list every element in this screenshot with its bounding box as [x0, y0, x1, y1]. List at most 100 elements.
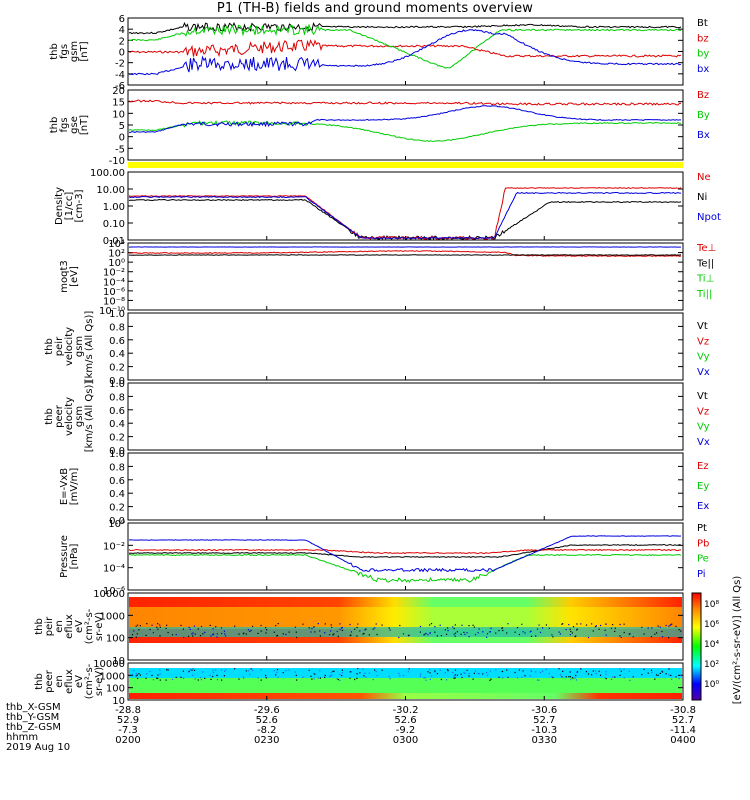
ion-speckle — [356, 635, 358, 637]
ele-speckle — [349, 677, 351, 679]
ion-speckle — [486, 636, 488, 638]
ele-speckle — [192, 668, 194, 670]
curve-bz — [128, 39, 682, 58]
ele-speckle — [133, 670, 135, 672]
y-tick-label: -10 — [109, 156, 125, 167]
panel-density: 100.00 10.00 1.00 0.10 0.01 Density [1/cc] [cm-… — [54, 168, 721, 247]
ele-speckle — [131, 673, 134, 676]
ele-speckle — [542, 670, 544, 672]
ele-speckle — [357, 668, 359, 670]
ele-speckle — [643, 668, 645, 670]
ele-speckle — [447, 669, 449, 671]
ion-speckle — [678, 629, 680, 631]
ion-speckle — [453, 633, 455, 635]
ion-speckle — [514, 631, 516, 633]
ele-speckle — [192, 674, 194, 676]
ion-speckle — [453, 628, 455, 630]
y-axis-label: gsm — [74, 406, 85, 427]
legend-Bt: Bt — [697, 18, 708, 29]
ele-speckle — [628, 670, 630, 672]
ion-speckle — [668, 625, 670, 627]
ion-speckle — [197, 628, 199, 630]
legend-By: By — [697, 110, 710, 121]
ele-speckle — [498, 676, 500, 678]
y-axis-label: peer — [54, 404, 65, 428]
curve-bx — [128, 29, 682, 76]
y-tick-label: 1.0 — [109, 449, 125, 460]
legend-Pt: Pt — [697, 523, 707, 534]
y-axis-label: [nPa] — [69, 543, 80, 569]
ele-speckle — [454, 674, 456, 676]
curve-by — [128, 23, 682, 69]
ele-speckle — [197, 679, 199, 681]
ion-speckle — [381, 624, 383, 626]
ion-speckle — [501, 627, 504, 629]
ion-speckle — [220, 627, 223, 629]
y-tick-label: 0.0 — [109, 516, 125, 527]
ele-speckle — [337, 678, 339, 681]
ion-speckle — [619, 635, 621, 637]
footer-value: 0200 — [115, 735, 140, 746]
ion-speckle — [518, 633, 520, 636]
ion-speckle — [275, 625, 277, 627]
ion-speckle — [454, 632, 457, 634]
y-tick-label: 0.6 — [109, 336, 125, 347]
y-tick-label: 0.8 — [109, 462, 125, 473]
ele-speckle — [473, 672, 475, 674]
ele-speckle — [574, 677, 576, 679]
ion-speckle — [330, 624, 332, 626]
ele-speckle — [151, 674, 153, 676]
y-axis-label: sr-eV) — [94, 667, 105, 696]
footer-row-time: hhmm — [6, 732, 39, 743]
ion-speckle — [600, 624, 602, 627]
ele-speckle — [623, 668, 625, 670]
ele-speckle — [210, 678, 212, 680]
ion-speckle — [245, 633, 247, 635]
ele-speckle — [350, 671, 352, 673]
ele-speckle — [265, 674, 267, 677]
figure-title: P1 (TH-B) fields and ground moments over… — [216, 1, 534, 16]
y-tick-label: 15 — [112, 98, 125, 109]
ele-speckle — [446, 679, 448, 681]
y-axis-label: E=-VxB — [59, 468, 70, 505]
ele-speckle — [234, 668, 236, 670]
legend-bx: bx — [697, 64, 709, 75]
ele-speckle — [189, 669, 191, 671]
ion-speckle — [365, 628, 367, 630]
ion-speckle — [430, 623, 433, 625]
ion-speckle — [595, 625, 597, 627]
y-tick-label: 1.0 — [109, 309, 125, 320]
ion-speckle — [330, 630, 332, 632]
ion-speckle — [472, 624, 474, 626]
ele-speckle — [650, 669, 653, 671]
ele-speckle — [193, 669, 196, 671]
ion-speckle — [349, 623, 351, 626]
ion-speckle — [151, 624, 153, 626]
ion-speckle — [157, 623, 159, 625]
ion-speckle — [659, 626, 661, 628]
ele-speckle — [569, 676, 571, 678]
y-tick-label: -5 — [115, 144, 125, 155]
ele-speckle — [468, 675, 470, 677]
legend-Ti⊥: Ti⊥ — [696, 274, 714, 285]
ele-speckle — [456, 674, 458, 676]
ion-speckle — [502, 629, 504, 632]
ion-speckle — [473, 626, 475, 628]
ele-speckle — [247, 670, 249, 672]
y-tick-label: -6 — [115, 81, 125, 92]
footer-value: 52.7 — [533, 715, 555, 726]
footer-value: 52.7 — [672, 715, 694, 726]
ion-speckle — [337, 635, 339, 637]
ele-speckle — [423, 677, 425, 679]
ion-speckle — [133, 630, 135, 632]
ele-speckle — [571, 677, 573, 679]
ele-speckle — [381, 669, 383, 671]
ele-speckle — [157, 677, 159, 679]
ele-speckle — [402, 674, 405, 677]
ele-speckle — [136, 674, 138, 676]
separator-band — [128, 162, 683, 168]
ion-speckle — [610, 627, 613, 629]
y-tick-label: 0 — [119, 48, 125, 59]
